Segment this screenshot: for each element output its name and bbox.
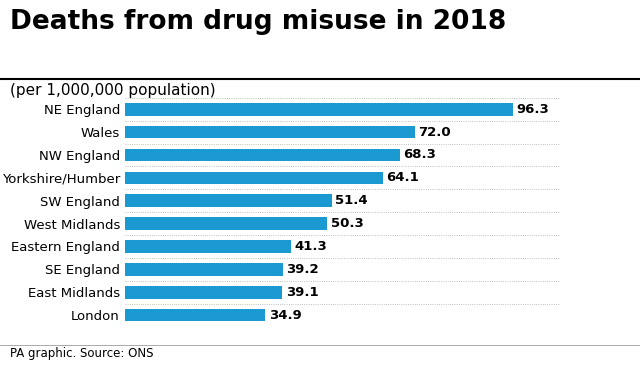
Text: Deaths from drug misuse in 2018: Deaths from drug misuse in 2018 [10, 9, 506, 35]
Bar [125, 286, 282, 299]
Bar [125, 217, 328, 230]
Text: 51.4: 51.4 [335, 194, 368, 207]
Bar [125, 126, 415, 138]
Text: 72.0: 72.0 [418, 125, 451, 139]
Text: 68.3: 68.3 [403, 148, 436, 162]
Bar [125, 240, 291, 253]
Bar [125, 263, 283, 276]
Bar [125, 149, 400, 161]
Bar [125, 103, 513, 115]
Bar [125, 309, 266, 321]
Bar [125, 194, 332, 207]
Text: 39.1: 39.1 [285, 286, 318, 299]
Text: 64.1: 64.1 [387, 171, 419, 184]
Bar [125, 172, 383, 184]
Text: (per 1,000,000 population): (per 1,000,000 population) [10, 83, 215, 98]
Text: PA graphic. Source: ONS: PA graphic. Source: ONS [10, 347, 153, 360]
Text: 39.2: 39.2 [286, 263, 319, 276]
Text: 34.9: 34.9 [269, 308, 301, 322]
Text: 50.3: 50.3 [331, 217, 364, 230]
Text: 96.3: 96.3 [516, 103, 549, 116]
Text: 41.3: 41.3 [294, 240, 327, 253]
